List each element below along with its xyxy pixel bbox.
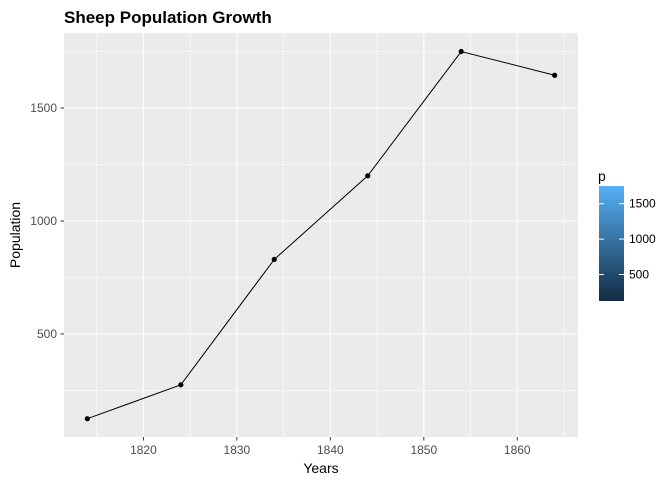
major-gridlines	[64, 33, 578, 437]
data-point	[365, 173, 371, 179]
legend-colorbar	[599, 186, 624, 301]
chart-title: Sheep Population Growth	[64, 8, 272, 27]
minor-gridlines	[64, 33, 578, 437]
y-tick-label: 1500	[30, 101, 57, 115]
data-point	[84, 416, 90, 422]
data-point	[178, 382, 184, 388]
color-legend: p 500 1000 1500	[598, 168, 656, 301]
legend-title: p	[598, 168, 606, 184]
legend-tick-label: 1000	[629, 232, 656, 246]
legend-tick-label: 500	[629, 267, 649, 281]
x-axis-ticks: 1820 1830 1840 1850 1860	[130, 437, 531, 457]
plot-panel	[64, 33, 578, 437]
x-tick-label: 1860	[504, 443, 531, 457]
legend-tick-label: 1500	[629, 197, 656, 211]
y-tick-label: 1000	[30, 214, 57, 228]
x-tick-label: 1830	[224, 443, 251, 457]
y-axis-ticks: 500 1000 1500	[30, 101, 64, 341]
series-layer	[84, 48, 558, 422]
x-tick-label: 1850	[410, 443, 437, 457]
x-tick-label: 1840	[317, 443, 344, 457]
data-point	[271, 256, 277, 263]
x-tick-label: 1820	[130, 443, 157, 457]
series-line	[87, 50, 555, 420]
x-axis-title: Years	[303, 460, 338, 476]
legend-ticks: 500 1000 1500	[599, 197, 656, 281]
y-axis-title: Population	[7, 202, 23, 268]
data-point	[458, 48, 464, 55]
data-point	[552, 72, 558, 78]
y-tick-label: 500	[37, 327, 57, 341]
